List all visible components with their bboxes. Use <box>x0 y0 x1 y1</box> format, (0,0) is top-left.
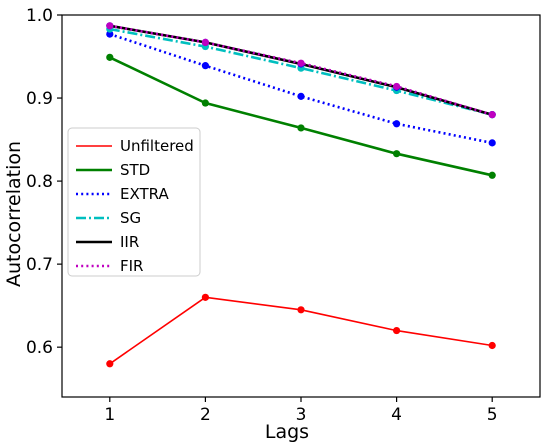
legend-label-sg: SG <box>120 209 141 227</box>
legend-label-fir: FIR <box>120 257 143 275</box>
legend-label-extra: EXTRA <box>120 185 169 203</box>
data-point-unfiltered <box>488 341 496 350</box>
data-point-std <box>393 150 401 158</box>
y-axis: 0.6 0.7 0.8 0.9 1.0 <box>26 6 62 358</box>
data-point-fir <box>297 59 305 67</box>
data-point-extra <box>488 139 496 147</box>
y-tick-label: 0.6 <box>26 338 53 358</box>
x-tick-label: 5 <box>487 405 498 425</box>
y-tick-label: 1.0 <box>26 6 53 26</box>
data-point-std <box>297 124 305 132</box>
x-tick-label: 1 <box>104 405 115 425</box>
data-point-std <box>106 53 114 61</box>
data-point-unfiltered <box>106 360 114 368</box>
legend: Unfiltered STD EXTRA SG IIR FIR <box>67 127 201 277</box>
series-group <box>106 22 496 368</box>
data-point-fir <box>201 38 209 47</box>
data-point-std <box>201 99 209 107</box>
y-axis-label: Autocorrelation <box>3 141 25 287</box>
y-tick-label: 0.7 <box>26 255 53 275</box>
x-axis: 1 2 3 4 5 <box>104 397 498 425</box>
legend-label-std: STD <box>120 161 150 179</box>
data-point-fir <box>488 111 496 119</box>
y-tick-label: 0.9 <box>26 89 53 109</box>
data-point-std <box>488 171 496 179</box>
x-tick-label: 3 <box>296 405 307 425</box>
x-axis-label: Lags <box>265 421 309 443</box>
data-point-extra <box>201 62 209 70</box>
legend-box <box>67 127 201 277</box>
x-tick-label: 4 <box>391 405 402 425</box>
data-point-unfiltered <box>393 326 401 335</box>
series-line-extra <box>109 32 493 145</box>
data-point-extra <box>106 30 114 38</box>
data-point-unfiltered <box>201 293 209 301</box>
y-tick-label: 0.8 <box>26 172 53 192</box>
data-point-unfiltered <box>297 306 305 314</box>
data-point-fir <box>393 82 401 91</box>
series-line-sg <box>109 27 493 116</box>
data-point-extra <box>393 120 401 128</box>
legend-label-unfiltered: Unfiltered <box>120 137 194 155</box>
legend-label-iir: IIR <box>120 233 139 251</box>
data-point-extra <box>297 92 305 100</box>
x-tick-label: 2 <box>200 405 211 425</box>
data-point-fir <box>106 22 114 30</box>
